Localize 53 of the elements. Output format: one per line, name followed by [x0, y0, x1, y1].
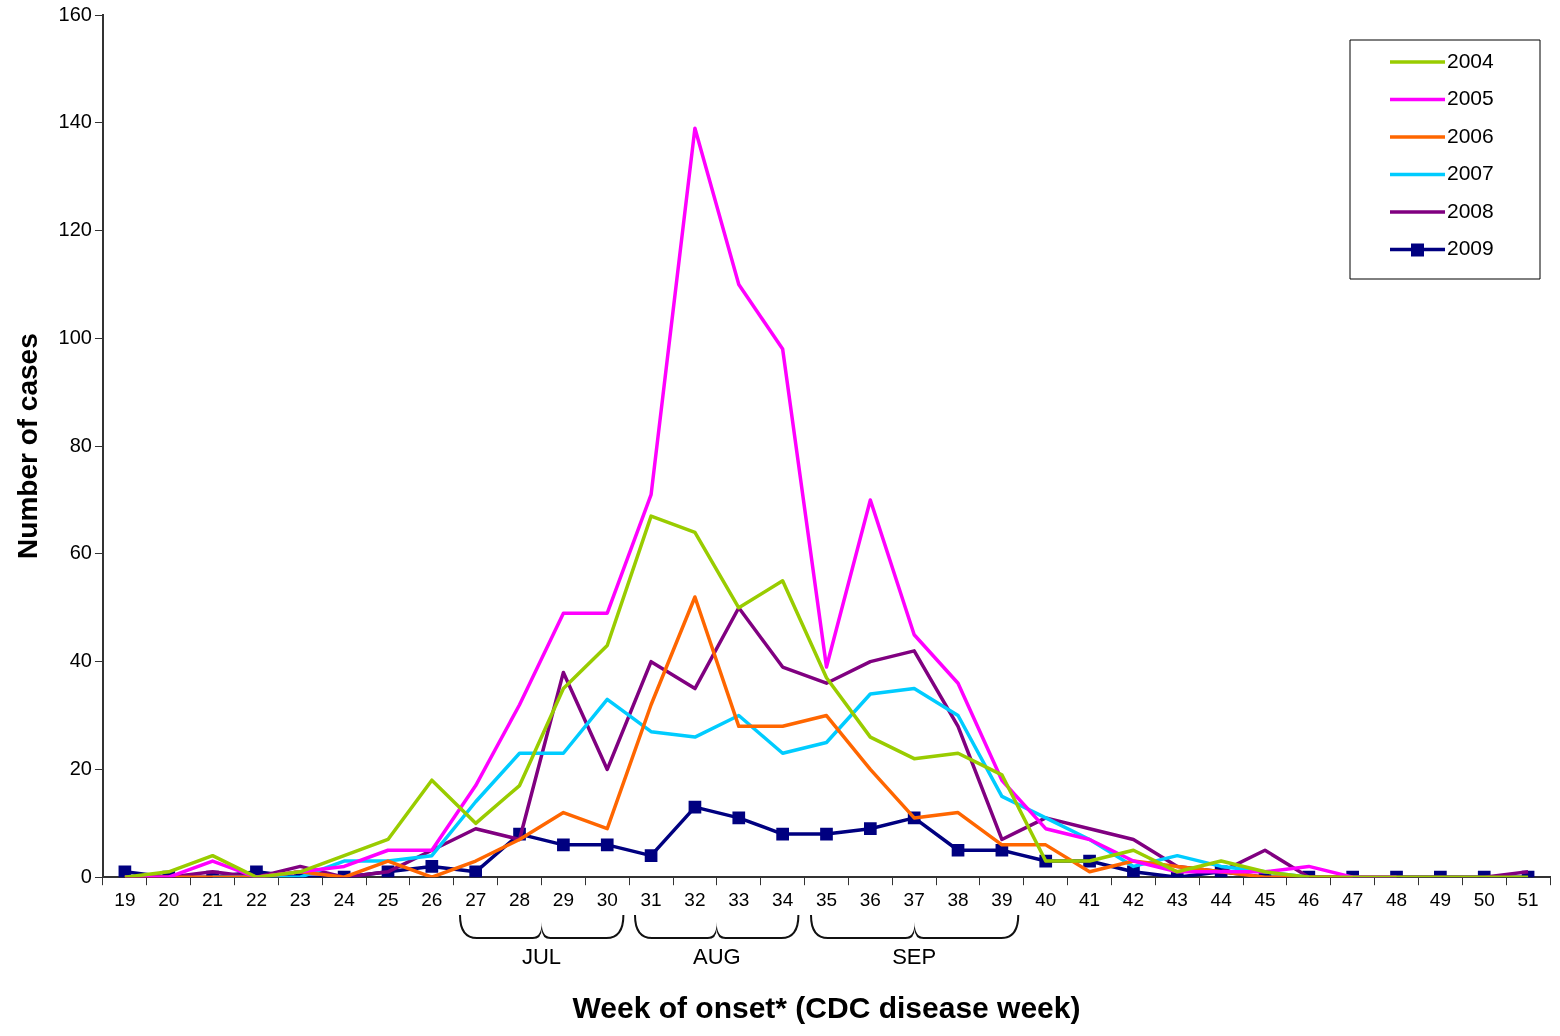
y-tick-label: 120 [58, 218, 92, 241]
y-tick-label: 60 [69, 541, 92, 564]
x-tick-label: 38 [947, 888, 969, 910]
x-tick-label: 33 [728, 888, 750, 910]
y-axis-title: Number of cases [11, 333, 43, 559]
x-tick-label: 30 [596, 888, 618, 910]
x-tick-label: 50 [1473, 888, 1495, 910]
y-tick-label: 140 [58, 110, 92, 133]
y-tick-label: 100 [58, 325, 92, 348]
y-tick-label: 160 [58, 2, 92, 25]
x-tick-label: 26 [421, 888, 443, 910]
x-tick-label: 51 [1517, 888, 1539, 910]
x-tick-label: 45 [1254, 888, 1276, 910]
x-tick-label: 47 [1342, 888, 1364, 910]
x-tick-label: 41 [1079, 888, 1101, 910]
x-tick-label: 34 [772, 888, 794, 910]
legend-label: 2009 [1447, 236, 1494, 260]
legend-label: 2006 [1447, 123, 1494, 147]
x-tick-label: 32 [684, 888, 706, 910]
x-tick-label: 48 [1385, 888, 1408, 910]
x-tick-label: 44 [1210, 888, 1233, 910]
x-tick-label: 36 [859, 888, 881, 910]
x-tick-label: 46 [1298, 888, 1320, 910]
x-axis-title: Week of onset* (CDC disease week) [572, 991, 1081, 1025]
x-tick-label: 21 [202, 888, 224, 910]
x-tick-label: 31 [640, 888, 662, 910]
x-tick-label: 35 [815, 888, 838, 910]
x-tick-label: 43 [1166, 888, 1188, 910]
x-tick-label: 37 [903, 888, 925, 910]
x-tick-label: 28 [508, 888, 531, 910]
text: SEP [892, 944, 937, 970]
x-tick-label: 19 [114, 888, 136, 910]
x-tick-label: 29 [552, 888, 574, 910]
legend-label: 2004 [1447, 48, 1495, 72]
text: JUL [521, 944, 562, 970]
x-tick-label: 39 [991, 888, 1013, 910]
x-tick-label: 42 [1122, 888, 1144, 910]
x-tick-label: 20 [158, 888, 180, 910]
text: AUG [693, 944, 741, 970]
x-tick-label: 23 [289, 888, 311, 910]
legend-label: 2007 [1447, 161, 1494, 185]
x-tick-label: 24 [333, 888, 356, 910]
y-tick-label: 40 [69, 649, 92, 672]
x-tick-label: 25 [377, 888, 399, 910]
legend-label: 2008 [1447, 198, 1494, 222]
y-tick-label: 20 [69, 756, 92, 779]
y-tick-label: 0 [80, 864, 92, 887]
legend-label: 2005 [1447, 86, 1494, 110]
y-tick-label: 80 [69, 433, 92, 456]
x-tick-label: 27 [465, 888, 487, 910]
x-tick-label: 22 [245, 888, 268, 910]
x-tick-label: 49 [1429, 888, 1451, 910]
x-tick-label: 40 [1035, 888, 1057, 910]
